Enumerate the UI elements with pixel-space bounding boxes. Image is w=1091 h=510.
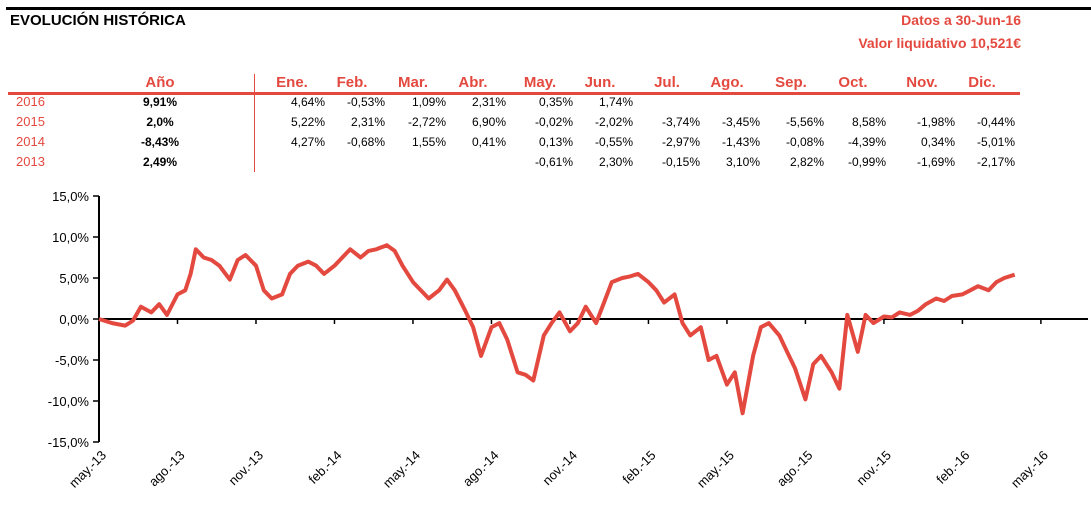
x-tick-label: feb.-15 — [619, 448, 658, 487]
row-annual: 9,91% — [142, 95, 178, 109]
history-line-chart: 15,0% 10,0% 5,0% 0,0% -5,0% -10,0% -15,0% may.… — [48, 190, 1088, 491]
nav-info: Valor liquidativo 10,521€ — [858, 35, 1021, 51]
row-cell: 1,09% — [411, 95, 446, 109]
row-cell: 1,55% — [411, 135, 446, 149]
row-cell: 2,31% — [350, 115, 385, 129]
y-tick-label: 10,0% — [52, 230, 89, 245]
x-tick-label: may.-14 — [380, 448, 423, 491]
series-line — [98, 243, 1016, 416]
y-tick-label: 5,0% — [59, 271, 89, 286]
month-header: Oct. — [838, 74, 868, 91]
row-cell: 2,30% — [598, 155, 633, 169]
row-cell: 3,10% — [725, 155, 760, 169]
row-cell: 1,74% — [598, 95, 633, 109]
row-cell: -1,43% — [721, 135, 760, 149]
row-cell: -0,02% — [534, 115, 573, 129]
row-cell: -0,53% — [346, 95, 385, 109]
row-cell: -0,99% — [847, 155, 886, 169]
x-tick-label: nov.-14 — [539, 448, 580, 489]
x-tick-label: feb.-16 — [933, 448, 972, 487]
row-cell: -2,72% — [407, 115, 446, 129]
month-header: Feb. — [336, 74, 368, 91]
row-cell: -0,08% — [785, 135, 824, 149]
page-title: EVOLUCIÓN HISTÓRICA — [10, 12, 186, 29]
month-header: Nov. — [906, 74, 938, 91]
x-tick-label: nov.-15 — [853, 448, 894, 489]
x-tick-label: ago.-15 — [774, 448, 816, 490]
row-cell: -1,69% — [916, 155, 955, 169]
month-header: Jun. — [584, 74, 616, 91]
row-cell: -0,44% — [976, 115, 1015, 129]
month-header: Mar. — [397, 74, 428, 91]
month-header: Ene. — [276, 74, 308, 91]
row-cell: 0,13% — [538, 135, 573, 149]
row-cell: -3,74% — [661, 115, 700, 129]
x-tick-label: may.-13 — [66, 448, 109, 491]
row-cell: -0,61% — [534, 155, 573, 169]
x-tick-label: may.-16 — [1008, 448, 1051, 491]
row-cell: 5,22% — [290, 115, 325, 129]
column-divider — [254, 74, 255, 172]
date-info: Datos a 30-Jun-16 — [901, 12, 1021, 28]
y-tick-label: -10,0% — [48, 394, 90, 409]
x-tick-label: ago.-14 — [460, 448, 502, 490]
row-cell: -5,01% — [976, 135, 1015, 149]
row-cell: -1,98% — [916, 115, 955, 129]
month-header: Jul. — [654, 74, 680, 91]
y-tick-label: 0,0% — [59, 312, 89, 327]
row-year: 2013 — [16, 154, 45, 169]
x-tick-label: may.-15 — [694, 448, 737, 491]
month-header: May. — [523, 74, 557, 91]
x-tick-label: ago.-13 — [146, 448, 188, 490]
row-annual: 2,49% — [142, 155, 178, 169]
row-cell: -0,15% — [661, 155, 700, 169]
row-cell: 2,82% — [789, 155, 824, 169]
header-rule — [8, 92, 1020, 95]
row-cell: -4,39% — [847, 135, 886, 149]
month-header: Sep. — [775, 74, 807, 91]
row-year: 2015 — [16, 114, 45, 129]
row-cell: -2,97% — [661, 135, 700, 149]
row-cell: 4,64% — [290, 95, 325, 109]
y-tick-label: 15,0% — [52, 190, 89, 204]
year-column-header: Año — [145, 74, 175, 91]
y-tick-label: -5,0% — [55, 353, 89, 368]
row-year: 2016 — [16, 94, 45, 109]
row-year: 2014 — [16, 134, 45, 149]
row-cell: -0,68% — [346, 135, 385, 149]
row-cell: 0,35% — [538, 95, 573, 109]
row-cell: -2,17% — [976, 155, 1015, 169]
row-cell: 6,90% — [471, 115, 506, 129]
top-rule — [6, 7, 1091, 10]
row-cell: -0,55% — [594, 135, 633, 149]
row-cell: 2,31% — [471, 95, 506, 109]
row-cell: -5,56% — [785, 115, 824, 129]
month-header: Ago. — [710, 74, 744, 91]
row-cell: -2,02% — [594, 115, 633, 129]
row-annual: -8,43% — [140, 135, 180, 149]
x-tick-label: feb.-14 — [305, 448, 344, 487]
month-header: Abr. — [458, 74, 488, 91]
row-cell: -3,45% — [721, 115, 760, 129]
y-tick-label: -15,0% — [48, 435, 90, 450]
row-cell: 4,27% — [290, 135, 325, 149]
x-tick-label: nov.-13 — [226, 448, 267, 489]
row-cell: 8,58% — [851, 115, 886, 129]
row-cell: 0,41% — [471, 135, 506, 149]
row-cell: 0,34% — [920, 135, 955, 149]
row-annual: 2,0% — [146, 115, 174, 129]
month-header: Dic. — [968, 74, 996, 91]
